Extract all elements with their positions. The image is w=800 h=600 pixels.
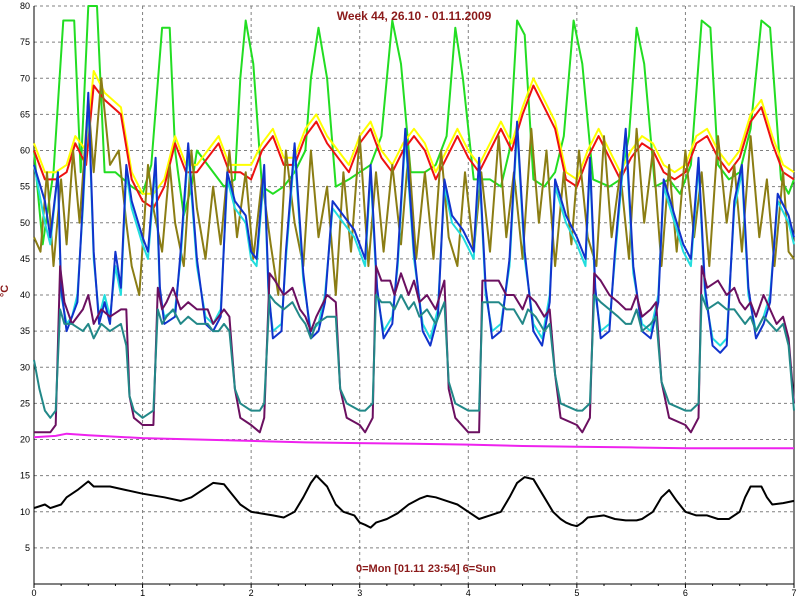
chart-title: Week 44, 26.10 - 01.11.2009 xyxy=(337,9,492,23)
y-axis-label: °C xyxy=(0,285,11,297)
x-tick-label: 2 xyxy=(249,588,254,598)
x-tick-label: 4 xyxy=(466,588,471,598)
x-tick-label: 3 xyxy=(357,588,362,598)
series-line-1 xyxy=(33,70,795,195)
y-tick-label: 35 xyxy=(20,326,30,336)
x-tick-label: 6 xyxy=(683,588,688,598)
x-tick-label: 7 xyxy=(791,588,796,598)
series-line-7 xyxy=(33,294,795,419)
series-line-5 xyxy=(33,91,795,354)
series-line-9 xyxy=(33,474,795,529)
y-tick-label: 25 xyxy=(20,398,30,408)
chart-footer: 0=Mon [01.11 23:54] 6=Sun xyxy=(356,563,496,575)
series-line-0 xyxy=(33,5,795,246)
y-tick-label: 75 xyxy=(20,37,30,47)
y-tick-label: 40 xyxy=(20,290,30,300)
series-line-2 xyxy=(33,84,795,210)
y-tick-label: 55 xyxy=(20,182,30,192)
y-tick-label: 50 xyxy=(20,218,30,228)
series-line-8 xyxy=(33,432,794,450)
axes xyxy=(33,6,795,588)
y-tick-label: 30 xyxy=(20,362,30,372)
series-line-3 xyxy=(33,77,795,296)
x-tick-label: 1 xyxy=(140,588,145,598)
y-tick-label: 45 xyxy=(20,254,30,264)
x-tick-label: 0 xyxy=(31,588,36,598)
y-tick-label: 10 xyxy=(20,507,30,517)
y-tick-label: 15 xyxy=(20,471,30,481)
y-tick-label: 20 xyxy=(20,435,30,445)
y-tick-label: 5 xyxy=(25,543,30,553)
y-tick-label: 80 xyxy=(20,1,30,11)
y-tick-label: 65 xyxy=(20,109,30,119)
y-tick-label: 60 xyxy=(20,146,30,156)
x-tick-label: 5 xyxy=(574,588,579,598)
y-tick-label: 70 xyxy=(20,73,30,83)
data-series xyxy=(33,5,795,529)
series-line-6 xyxy=(34,265,795,434)
